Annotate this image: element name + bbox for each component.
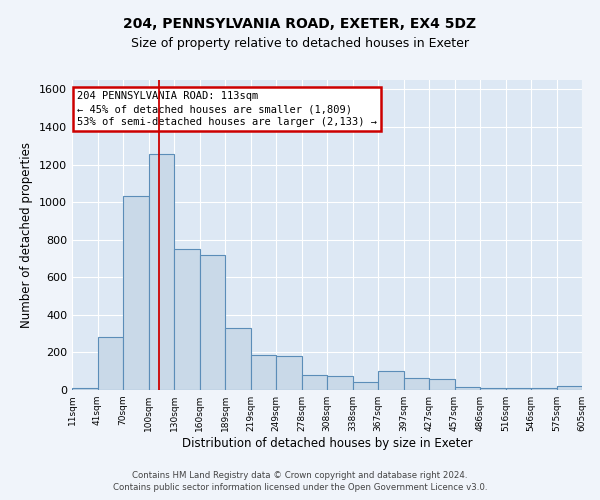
Bar	[251, 355, 276, 390]
Bar	[455, 387, 480, 390]
Text: 204 PENNSYLVANIA ROAD: 113sqm
← 45% of detached houses are smaller (1,809)
53% o: 204 PENNSYLVANIA ROAD: 113sqm ← 45% of d…	[77, 91, 377, 127]
Bar	[199, 254, 225, 390]
Bar	[123, 196, 149, 390]
Bar	[429, 378, 455, 390]
Bar	[480, 388, 505, 390]
Bar	[505, 388, 531, 390]
Y-axis label: Number of detached properties: Number of detached properties	[20, 142, 34, 328]
Bar	[404, 378, 429, 390]
Bar	[225, 328, 251, 390]
Bar	[302, 375, 327, 390]
Text: 204, PENNSYLVANIA ROAD, EXETER, EX4 5DZ: 204, PENNSYLVANIA ROAD, EXETER, EX4 5DZ	[124, 18, 476, 32]
Bar	[353, 382, 378, 390]
Text: Size of property relative to detached houses in Exeter: Size of property relative to detached ho…	[131, 38, 469, 51]
Bar	[97, 338, 123, 390]
Bar	[531, 388, 557, 390]
Bar	[72, 388, 97, 390]
X-axis label: Distribution of detached houses by size in Exeter: Distribution of detached houses by size …	[182, 437, 472, 450]
Bar	[378, 371, 404, 390]
Text: Contains HM Land Registry data © Crown copyright and database right 2024.
Contai: Contains HM Land Registry data © Crown c…	[113, 471, 487, 492]
Bar	[327, 376, 353, 390]
Bar	[557, 386, 582, 390]
Bar	[149, 154, 174, 390]
Bar	[174, 249, 199, 390]
Bar	[276, 356, 302, 390]
